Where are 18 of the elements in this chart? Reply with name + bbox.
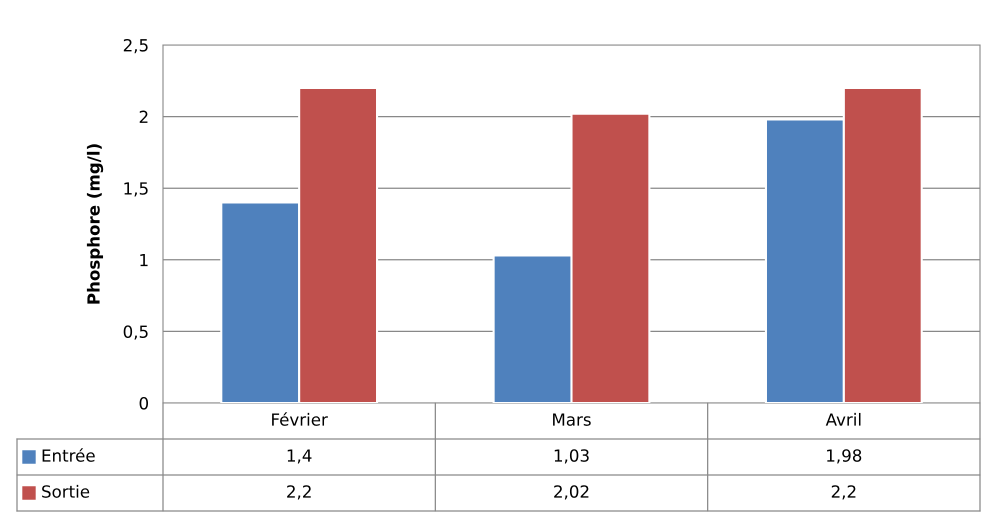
y-tick-label: 2: [140, 110, 148, 123]
data-label: 2,2: [832, 485, 856, 500]
x-tick-label: Mars: [553, 413, 591, 426]
legend-label: Entrée: [42, 448, 95, 462]
y-tick-label: 0: [140, 396, 148, 410]
y-axis-title: Phosphore (mg/l): [86, 144, 104, 304]
y-tick-label: 1,5: [124, 182, 148, 196]
data-label: 1,4: [288, 449, 312, 464]
y-tick-label: 1: [140, 254, 148, 266]
x-tick-label: Février: [272, 412, 328, 426]
data-label: 2,2: [287, 485, 311, 500]
y-tick-label: 2,5: [124, 38, 148, 54]
y-tick-label: 0,5: [124, 325, 148, 340]
data-label: 1,98: [827, 449, 862, 464]
data-label: 2,02: [554, 485, 588, 500]
legend-label: Sortie: [42, 484, 90, 498]
x-tick-label: Avril: [826, 412, 860, 426]
data-label: 1,03: [554, 449, 589, 464]
